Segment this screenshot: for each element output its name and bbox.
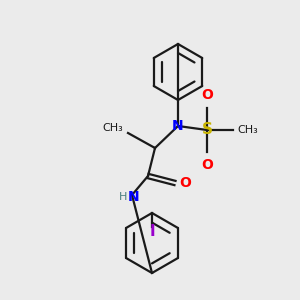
Text: S: S	[202, 122, 212, 137]
Text: O: O	[201, 88, 213, 102]
Text: N: N	[128, 190, 140, 204]
Text: I: I	[149, 224, 155, 239]
Text: O: O	[201, 158, 213, 172]
Text: N: N	[172, 119, 184, 133]
Text: CH₃: CH₃	[237, 125, 258, 135]
Text: H: H	[118, 192, 127, 202]
Text: CH₃: CH₃	[102, 123, 123, 133]
Text: O: O	[179, 176, 191, 190]
